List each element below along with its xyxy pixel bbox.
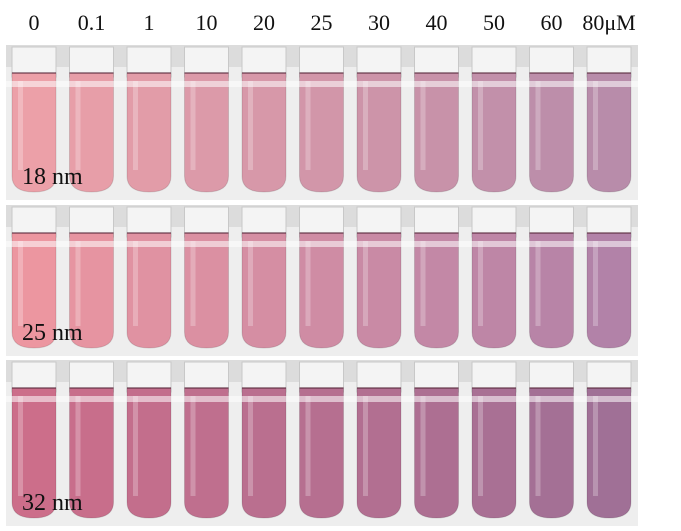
tube-liquid — [299, 72, 344, 193]
tube-highlight — [535, 396, 541, 496]
concentration-label: 40 — [426, 10, 448, 35]
tube-liquid — [471, 232, 517, 349]
rack-band — [6, 241, 638, 247]
tube-highlight — [190, 81, 196, 170]
tube-liquid — [299, 232, 344, 349]
tube-highlight — [248, 241, 253, 326]
tube-highlight — [18, 241, 23, 326]
tube-liquid — [184, 387, 229, 519]
tube-liquid — [184, 72, 229, 193]
tube-liquid — [586, 72, 632, 193]
tube-highlight — [133, 81, 138, 170]
concentration-label: 50 — [483, 10, 505, 35]
tube-liquid — [11, 232, 57, 349]
tube-liquid — [69, 387, 114, 519]
tube-highlight — [420, 241, 426, 326]
tube-liquid — [471, 387, 517, 519]
tube-liquid — [414, 72, 459, 193]
tube-liquid — [69, 232, 114, 349]
tube-highlight — [363, 241, 368, 326]
tube-highlight — [133, 396, 138, 496]
concentration-label: 20 — [253, 10, 275, 35]
tube-liquid — [241, 232, 287, 349]
tube-highlight — [18, 396, 23, 496]
tube-liquid — [414, 232, 459, 349]
tube-highlight — [75, 396, 81, 496]
row-label: 18 nm — [22, 164, 83, 190]
tube-highlight — [363, 396, 368, 496]
tube-liquid — [126, 387, 172, 519]
tube-liquid — [356, 232, 402, 349]
tube-liquid — [356, 387, 402, 519]
tube-highlight — [75, 81, 81, 170]
tube-highlight — [248, 81, 253, 170]
tube-highlight — [248, 396, 253, 496]
tube-liquid — [69, 72, 114, 193]
concentration-label: 80μM — [582, 10, 635, 35]
tube-highlight — [305, 396, 311, 496]
tube-highlight — [190, 241, 196, 326]
tube-highlight — [305, 81, 311, 170]
tube-liquid — [241, 72, 287, 193]
concentration-label: 0.1 — [78, 10, 106, 35]
tube-liquid — [586, 232, 632, 349]
tube-liquid — [184, 232, 229, 349]
tube-liquid — [414, 387, 459, 519]
tube-liquid — [586, 387, 632, 519]
tube-liquid — [241, 387, 287, 519]
concentration-label: 60 — [541, 10, 563, 35]
concentration-label: 10 — [196, 10, 218, 35]
tube-highlight — [133, 241, 138, 326]
tube-highlight — [478, 396, 483, 496]
tube-highlight — [305, 241, 311, 326]
tube-liquid — [11, 387, 57, 519]
tube-highlight — [420, 81, 426, 170]
tube-highlight — [420, 396, 426, 496]
rack-band — [6, 396, 638, 402]
tube-liquid — [11, 72, 57, 193]
tube-liquid — [529, 72, 574, 193]
tube-liquid — [529, 387, 574, 519]
concentration-label: 25 — [311, 10, 333, 35]
tube-liquid — [126, 72, 172, 193]
tube-highlight — [593, 241, 598, 326]
rack-band — [6, 81, 638, 87]
tube-highlight — [535, 241, 541, 326]
row-label: 25 nm — [22, 320, 83, 346]
tube-liquid — [126, 232, 172, 349]
concentration-label: 30 — [368, 10, 390, 35]
tube-highlight — [478, 81, 483, 170]
tube-highlight — [593, 81, 598, 170]
tube-liquid — [299, 387, 344, 519]
concentration-label: 0 — [29, 10, 40, 35]
tube-highlight — [75, 241, 81, 326]
tube-highlight — [363, 81, 368, 170]
tube-highlight — [535, 81, 541, 170]
concentration-label: 1 — [144, 10, 155, 35]
tube-highlight — [190, 396, 196, 496]
tube-liquid — [529, 232, 574, 349]
tube-highlight — [593, 396, 598, 496]
tube-highlight — [478, 241, 483, 326]
row-label: 32 nm — [22, 490, 83, 516]
tube-liquid — [471, 72, 517, 193]
tube-highlight — [18, 81, 23, 170]
tube-liquid — [356, 72, 402, 193]
